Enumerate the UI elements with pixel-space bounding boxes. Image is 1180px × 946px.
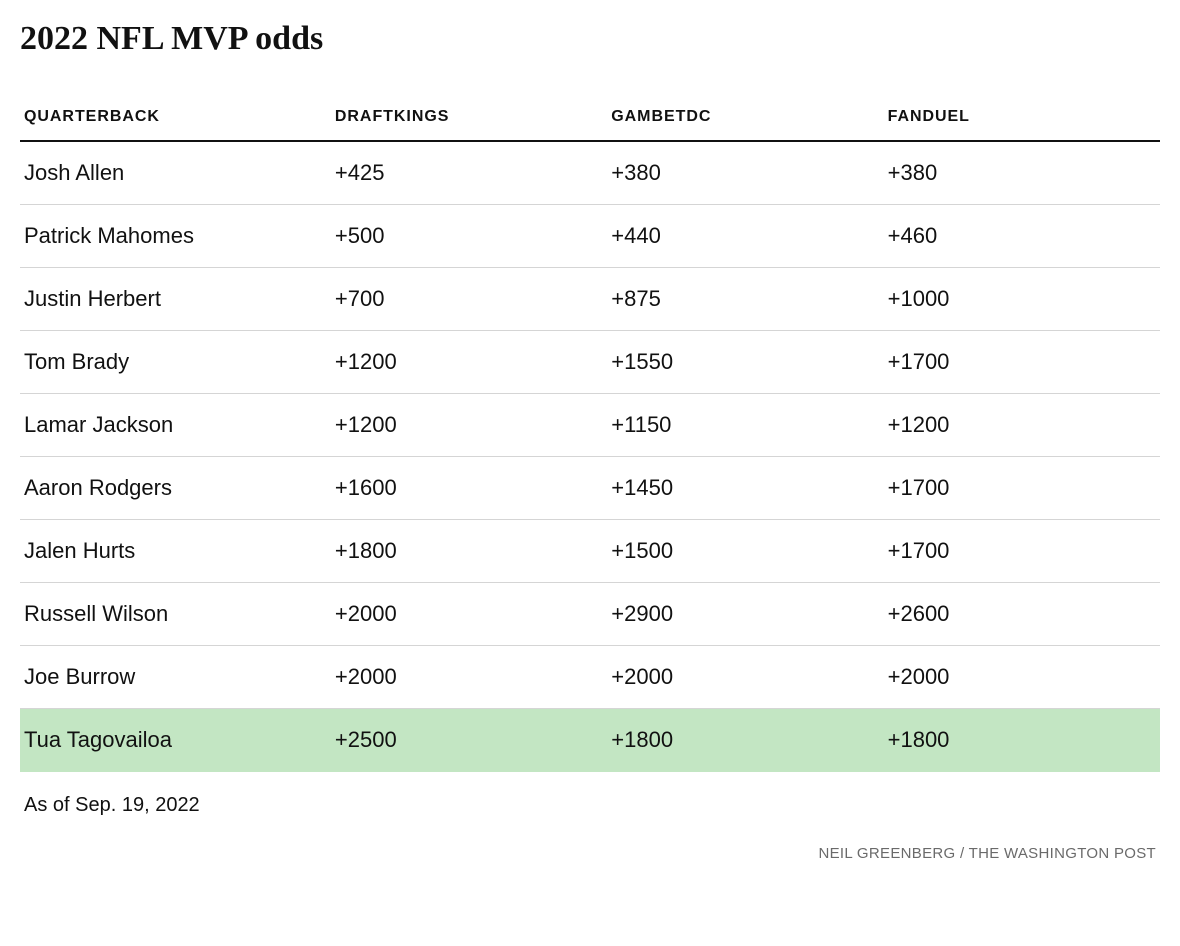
col-header-fanduel: FANDUEL xyxy=(884,94,1160,141)
cell-gambetdc: +1800 xyxy=(607,709,883,772)
cell-gambetdc: +875 xyxy=(607,268,883,331)
cell-quarterback: Patrick Mahomes xyxy=(20,205,331,268)
table-row: Aaron Rodgers+1600+1450+1700 xyxy=(20,457,1160,520)
cell-gambetdc: +1150 xyxy=(607,394,883,457)
table-row: Russell Wilson+2000+2900+2600 xyxy=(20,583,1160,646)
cell-fanduel: +1200 xyxy=(884,394,1160,457)
cell-draftkings: +2000 xyxy=(331,583,607,646)
cell-gambetdc: +440 xyxy=(607,205,883,268)
cell-fanduel: +2600 xyxy=(884,583,1160,646)
odds-table: QUARTERBACK DRAFTKINGS GAMBETDC FANDUEL … xyxy=(20,94,1160,772)
cell-draftkings: +1200 xyxy=(331,331,607,394)
cell-fanduel: +380 xyxy=(884,141,1160,205)
cell-quarterback: Tua Tagovailoa xyxy=(20,709,331,772)
cell-draftkings: +500 xyxy=(331,205,607,268)
cell-fanduel: +1700 xyxy=(884,520,1160,583)
table-row: Patrick Mahomes+500+440+460 xyxy=(20,205,1160,268)
cell-gambetdc: +1550 xyxy=(607,331,883,394)
cell-fanduel: +460 xyxy=(884,205,1160,268)
footnote: As of Sep. 19, 2022 xyxy=(24,794,1160,817)
cell-quarterback: Tom Brady xyxy=(20,331,331,394)
cell-fanduel: +1000 xyxy=(884,268,1160,331)
col-header-gambetdc: GAMBETDC xyxy=(607,94,883,141)
cell-draftkings: +2500 xyxy=(331,709,607,772)
cell-draftkings: +425 xyxy=(331,141,607,205)
col-header-quarterback: QUARTERBACK xyxy=(20,94,331,141)
cell-quarterback: Justin Herbert xyxy=(20,268,331,331)
cell-draftkings: +1600 xyxy=(331,457,607,520)
cell-quarterback: Jalen Hurts xyxy=(20,520,331,583)
cell-draftkings: +700 xyxy=(331,268,607,331)
cell-draftkings: +2000 xyxy=(331,646,607,709)
cell-quarterback: Aaron Rodgers xyxy=(20,457,331,520)
table-row: Tua Tagovailoa+2500+1800+1800 xyxy=(20,709,1160,772)
cell-quarterback: Josh Allen xyxy=(20,141,331,205)
cell-gambetdc: +1500 xyxy=(607,520,883,583)
cell-draftkings: +1200 xyxy=(331,394,607,457)
cell-fanduel: +1700 xyxy=(884,457,1160,520)
table-row: Joe Burrow+2000+2000+2000 xyxy=(20,646,1160,709)
odds-table-container: 2022 NFL MVP odds QUARTERBACK DRAFTKINGS… xyxy=(20,20,1160,862)
table-row: Jalen Hurts+1800+1500+1700 xyxy=(20,520,1160,583)
cell-quarterback: Lamar Jackson xyxy=(20,394,331,457)
cell-gambetdc: +2900 xyxy=(607,583,883,646)
table-header-row: QUARTERBACK DRAFTKINGS GAMBETDC FANDUEL xyxy=(20,94,1160,141)
cell-gambetdc: +2000 xyxy=(607,646,883,709)
cell-gambetdc: +380 xyxy=(607,141,883,205)
cell-fanduel: +2000 xyxy=(884,646,1160,709)
col-header-draftkings: DRAFTKINGS xyxy=(331,94,607,141)
cell-quarterback: Russell Wilson xyxy=(20,583,331,646)
table-row: Tom Brady+1200+1550+1700 xyxy=(20,331,1160,394)
table-row: Lamar Jackson+1200+1150+1200 xyxy=(20,394,1160,457)
table-row: Josh Allen+425+380+380 xyxy=(20,141,1160,205)
cell-fanduel: +1700 xyxy=(884,331,1160,394)
cell-draftkings: +1800 xyxy=(331,520,607,583)
credit-line: NEIL GREENBERG / THE WASHINGTON POST xyxy=(20,845,1156,862)
cell-gambetdc: +1450 xyxy=(607,457,883,520)
cell-fanduel: +1800 xyxy=(884,709,1160,772)
cell-quarterback: Joe Burrow xyxy=(20,646,331,709)
table-row: Justin Herbert+700+875+1000 xyxy=(20,268,1160,331)
page-title: 2022 NFL MVP odds xyxy=(20,20,1160,58)
